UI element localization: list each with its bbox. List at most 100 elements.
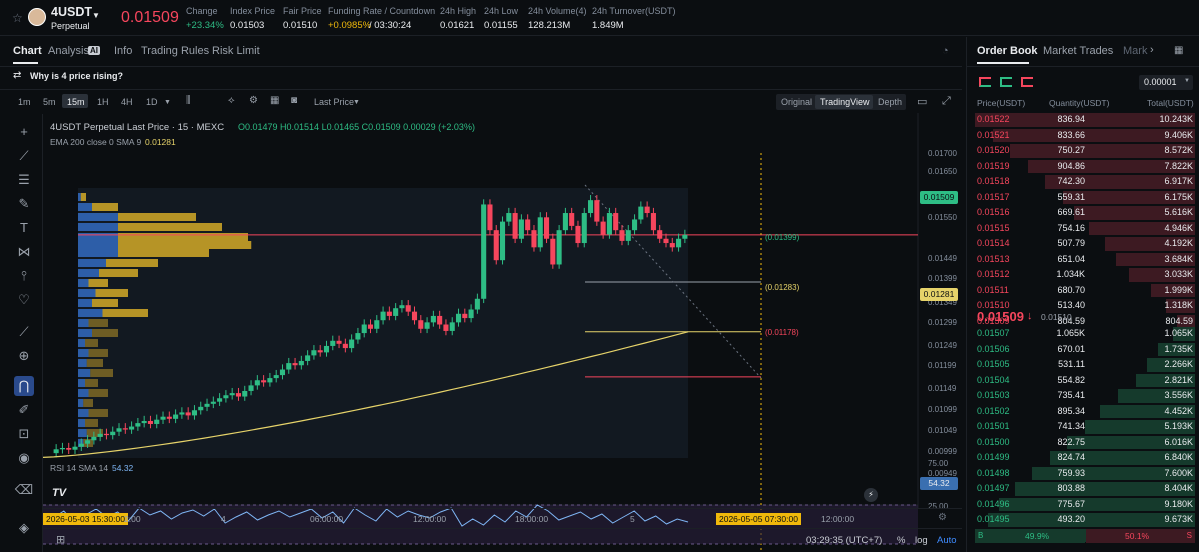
trash-icon[interactable]: ⌫	[14, 482, 34, 497]
ask-row[interactable]: 0.01510 513.40 1.318K	[975, 298, 1195, 314]
bid-row[interactable]: 0.01500 822.75 6.016K	[975, 435, 1195, 451]
goto-date-icon[interactable]: ⊞	[56, 534, 66, 546]
ask-row[interactable]: 0.01511 680.70 1.999K	[975, 283, 1195, 299]
last-price-select[interactable]: Last Price	[314, 97, 355, 107]
price-chart[interactable]	[43, 113, 962, 552]
interval-1h[interactable]: 1H	[97, 97, 109, 107]
ai-question-link[interactable]: Why is 4 price rising?	[30, 71, 124, 81]
ask-row[interactable]: 0.01514 507.79 4.192K	[975, 236, 1195, 252]
star-icon[interactable]: ☆	[12, 11, 23, 25]
bid-row[interactable]: 0.01502 895.34 4.452K	[975, 404, 1195, 420]
interval-5m[interactable]: 5m	[43, 97, 56, 107]
tradingview-logo[interactable]: TV	[52, 487, 67, 499]
candle-body	[254, 380, 260, 386]
tab-info[interactable]: Info	[114, 45, 133, 57]
view-tradingview[interactable]: TradingView	[820, 97, 870, 107]
ask-row[interactable]: 0.01521 833.66 9.406K	[975, 128, 1195, 144]
bid-row[interactable]: 0.01498 759.93 7.600K	[975, 466, 1195, 482]
volume-profile-bar-sell	[88, 389, 108, 397]
layout-toggle-icon[interactable]: ▭	[917, 96, 928, 108]
bid-row[interactable]: 0.01499 824.74 6.840K	[975, 450, 1195, 466]
eye-icon[interactable]: ◉	[18, 450, 30, 465]
view-asks-icon[interactable]	[1021, 77, 1033, 87]
fib-icon[interactable]: ☰	[18, 172, 30, 187]
ruler-icon[interactable]: ⟋	[19, 324, 29, 339]
symbol-name[interactable]: 4USDT	[51, 5, 92, 19]
tab-chart[interactable]: Chart	[13, 45, 42, 57]
mid-price: 0.01509	[977, 309, 1024, 324]
tab-market-trades[interactable]: Market Trades	[1043, 45, 1114, 57]
pattern-icon[interactable]: ⋈	[17, 244, 31, 259]
time-axis-divider	[43, 508, 962, 509]
chevron-down-icon[interactable]: ▼	[92, 11, 100, 20]
chevron-right-icon[interactable]: ›	[1150, 44, 1154, 56]
ask-row[interactable]: 0.01516 669.61 5.616K	[975, 205, 1195, 221]
ask-row[interactable]: 0.01515 754.16 4.946K	[975, 221, 1195, 237]
view-depth[interactable]: Depth	[878, 97, 903, 107]
ask-row[interactable]: 0.01518 742.30 6.917K	[975, 174, 1195, 190]
ask-row[interactable]: 0.01513 651.04 3.684K	[975, 252, 1195, 268]
ask-row[interactable]: 0.01512 1.034K 3.033K	[975, 267, 1195, 283]
interval-1m[interactable]: 1m	[18, 97, 31, 107]
tab-analysis[interactable]: Analysis	[48, 45, 89, 57]
candle-body	[110, 431, 116, 436]
volume-profile-bar-sell	[118, 233, 248, 241]
tab-risk-limit[interactable]: Risk Limit	[212, 45, 260, 57]
percent-toggle[interactable]: %	[897, 535, 906, 546]
layers-icon[interactable]: ◈	[19, 520, 29, 535]
view-bids-icon[interactable]	[1000, 77, 1012, 87]
ask-row[interactable]: 0.01509 804.59 804.59	[975, 314, 1195, 330]
bid-row[interactable]: 0.01496 775.67 9.180K	[975, 497, 1195, 513]
ask-row[interactable]: 0.01520 750.27 8.572K	[975, 143, 1195, 159]
lightning-icon[interactable]: ⚡	[864, 488, 878, 502]
bid-row[interactable]: 0.01501 741.34 5.193K	[975, 419, 1195, 435]
lock-icon[interactable]: ⊡	[18, 426, 30, 441]
ask-row[interactable]: 0.01522 836.94 10.243K	[975, 112, 1195, 128]
axis-settings-icon[interactable]: ⚙	[938, 512, 947, 523]
depth-bar	[1115, 252, 1195, 266]
magnet-icon[interactable]: ⋂	[14, 376, 34, 396]
bid-row[interactable]: 0.01504 554.82 2.821K	[975, 373, 1195, 389]
interval-1d[interactable]: 1D	[146, 97, 158, 107]
layout-icon[interactable]: ▦	[270, 95, 280, 106]
trendline-icon[interactable]: ⟋	[19, 148, 29, 163]
orderbook-panel: Order Book Market Trades Mark › ▦ 0.0000…	[966, 37, 1199, 552]
candle-type-icon[interactable]: ⫼	[186, 95, 191, 106]
ask-row[interactable]: 0.01519 904.86 7.822K	[975, 159, 1195, 175]
indicator-icon[interactable]: ⟡	[228, 95, 235, 106]
brush-icon[interactable]: ✎	[18, 196, 30, 211]
fullscreen-icon[interactable]: ⤢	[942, 95, 951, 107]
settings-icon[interactable]: ⚙	[249, 95, 258, 106]
view-both-icon[interactable]	[979, 77, 991, 87]
lock-drawing-icon[interactable]: ✐	[18, 402, 30, 417]
bid-row[interactable]: 0.01497 803.88 8.404K	[975, 481, 1195, 497]
bid-row[interactable]: 0.01505 531.11 2.266K	[975, 357, 1195, 373]
bid-row[interactable]: 0.01507 1.065K 1.065K	[975, 326, 1195, 342]
auto-toggle[interactable]: Auto	[937, 535, 957, 546]
heart-icon[interactable]: ♡	[18, 292, 30, 307]
forecast-icon[interactable]: ⫯	[21, 268, 27, 283]
tab-mark[interactable]: Mark	[1123, 45, 1148, 57]
tab-order-book[interactable]: Order Book	[977, 45, 1038, 57]
view-original[interactable]: Original	[781, 97, 813, 107]
last-price-chevron-icon[interactable]: ▼	[353, 99, 360, 106]
bid-row[interactable]: 0.01506 670.01 1.735K	[975, 342, 1195, 358]
bell-icon[interactable]: ◔	[942, 45, 949, 57]
zoom-icon[interactable]: ⊕	[18, 348, 30, 363]
log-toggle[interactable]: log	[915, 535, 928, 546]
interval-dropdown-icon[interactable]: ▼	[164, 99, 171, 106]
bid-row[interactable]: 0.01495 493.20 9.673K	[975, 512, 1195, 528]
grid-icon[interactable]: ▦	[1174, 45, 1184, 56]
ask-row[interactable]: 0.01517 559.31 6.175K	[975, 190, 1195, 206]
interval-15m[interactable]: 15m	[67, 97, 85, 107]
bid-row[interactable]: 0.01503 735.41 3.556K	[975, 388, 1195, 404]
text-icon[interactable]: T	[20, 220, 28, 235]
precision-select[interactable]: 0.00001 ▼	[1139, 75, 1193, 90]
row-total: 1.318K	[1164, 300, 1193, 310]
candle-body	[625, 230, 631, 241]
crosshair-icon[interactable]: +	[20, 124, 28, 139]
trend-line	[584, 184, 762, 379]
tab-trading-rules[interactable]: Trading Rules	[141, 45, 210, 57]
camera-icon[interactable]: ◙	[291, 95, 298, 106]
interval-4h[interactable]: 4H	[121, 97, 133, 107]
